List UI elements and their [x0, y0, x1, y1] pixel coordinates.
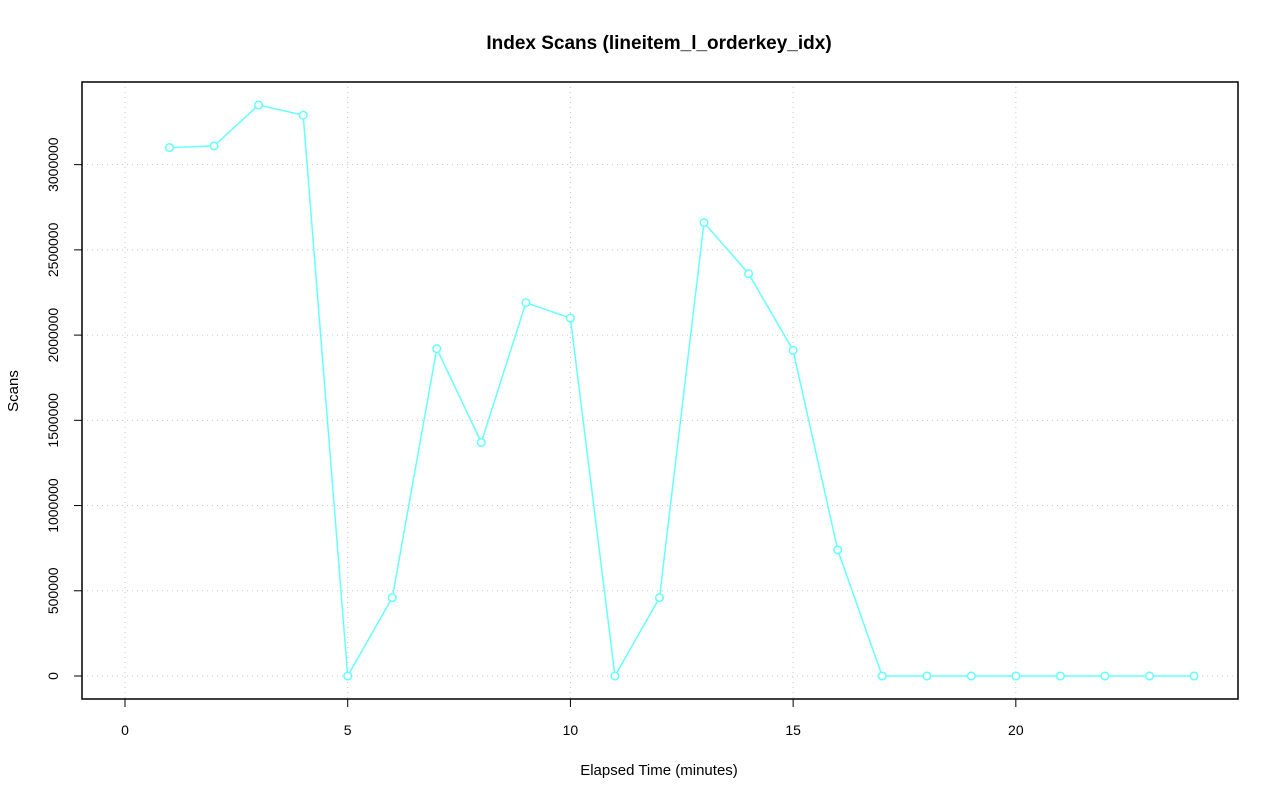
x-tick-label: 10 [563, 722, 579, 738]
y-axis: 0 500000 1000000 1500000 2000000 2500000 30000… [45, 137, 82, 680]
data-point [1189, 671, 1199, 681]
y-tick-label: 2000000 [45, 308, 61, 363]
series-line [169, 104, 1194, 679]
data-point [476, 437, 486, 448]
data-point [654, 593, 665, 603]
data-point [1144, 671, 1155, 681]
x-tick-label: 20 [1008, 722, 1024, 738]
x-tick-label: 0 [121, 722, 129, 738]
data-point [254, 100, 264, 110]
x-tick-label: 15 [785, 722, 801, 738]
y-tick-label: 2500000 [45, 222, 61, 277]
data-point [164, 143, 175, 153]
x-axis: 0 5 10 15 20 [121, 699, 1024, 738]
data-point [1100, 671, 1110, 681]
data-point [833, 545, 843, 555]
y-axis-label: Scans [5, 370, 22, 412]
data-point [788, 345, 798, 355]
y-tick-label: 0 [45, 672, 61, 680]
data-point [432, 344, 442, 354]
data-point [922, 671, 932, 681]
data-point [387, 593, 397, 603]
grid [82, 82, 1238, 699]
y-tick-label: 3000000 [45, 137, 61, 192]
x-tick-label: 5 [344, 722, 352, 738]
data-point [343, 671, 353, 681]
data-point [1011, 671, 1021, 681]
data-point [521, 298, 531, 308]
data-point [1055, 671, 1065, 681]
data-point [565, 313, 575, 323]
data-point [699, 218, 709, 228]
data-point [966, 671, 976, 681]
y-tick-label: 500000 [45, 567, 61, 614]
chart-title: Index Scans (lineitem_l_orderkey_idx) [486, 33, 831, 54]
data-point [744, 269, 754, 279]
data-point [298, 110, 308, 120]
plot-frame [81, 81, 1239, 700]
y-tick-label: 1500000 [45, 393, 61, 448]
data-point [209, 141, 219, 151]
series [164, 100, 1199, 681]
data-point [610, 671, 620, 681]
x-axis-label: Elapsed Time (minutes) [580, 762, 738, 779]
y-tick-label: 1000000 [45, 478, 61, 533]
data-point [877, 671, 887, 681]
